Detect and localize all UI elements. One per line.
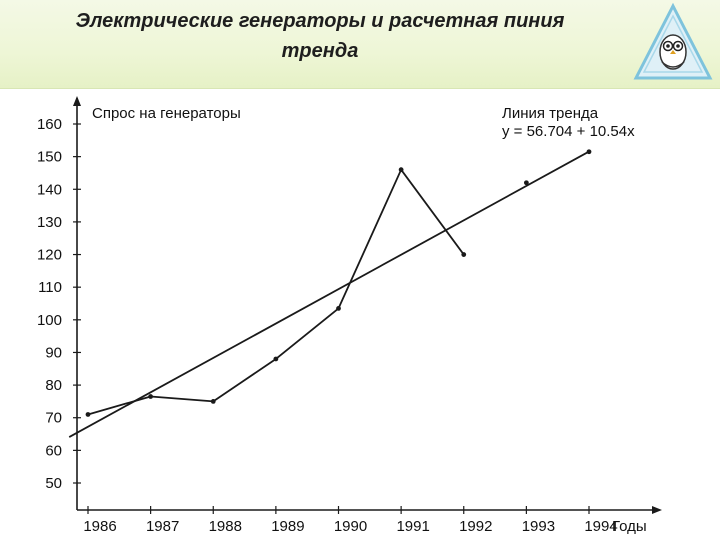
x-axis-label: Годы — [612, 518, 647, 535]
x-tick-label: 1988 — [209, 518, 242, 535]
y-tick-label: 130 — [37, 214, 62, 231]
demand-series-line — [87, 168, 465, 416]
x-tick-label: 1994 — [584, 518, 617, 535]
data-point — [461, 252, 467, 257]
slide-title: Электрические генераторы и расчетная пин… — [20, 6, 620, 66]
y-tick-label: 100 — [37, 312, 62, 329]
x-tick-label: 1989 — [271, 518, 304, 535]
y-tick-label: 50 — [45, 475, 62, 492]
y-tick-label: 140 — [37, 181, 62, 198]
data-point — [210, 399, 216, 404]
trendline — [68, 150, 590, 438]
y-tick-label: 60 — [45, 442, 62, 459]
title-line-2: тренда — [281, 40, 359, 62]
data-point — [398, 167, 404, 173]
trendline-label: Линия тренда — [502, 105, 599, 122]
trend-line-chart: 160 150 140 130 120 110 100 90 80 70 60 50 1986 1987… — [37, 96, 662, 535]
x-tick-label: 1986 — [83, 518, 116, 535]
x-axis-ticks: 1986 1987 1988 1989 1990 1991 1992 1993 1994 — [83, 506, 618, 535]
data-point — [148, 394, 154, 399]
y-axis-ticks: 160 150 140 130 120 110 100 90 80 70 60 50 — [37, 116, 81, 492]
data-point — [273, 356, 279, 362]
owl-triangle-logo-icon — [633, 2, 713, 80]
x-tick-label: 1987 — [146, 518, 179, 535]
trend-point — [586, 149, 592, 155]
trend-point — [523, 180, 529, 186]
x-tick-label: 1992 — [459, 518, 492, 535]
y-axis-arrow — [73, 96, 81, 106]
y-tick-label: 70 — [45, 410, 62, 427]
y-tick-label: 120 — [37, 247, 62, 264]
x-tick-label: 1990 — [334, 518, 367, 535]
slide-header: Электрические генераторы и расчетная пин… — [0, 0, 720, 89]
x-axis-arrow — [652, 506, 662, 514]
trendline-equation: y = 56.704 + 10.54x — [502, 123, 635, 140]
data-point — [336, 305, 341, 311]
y-axis-label: Спрос на генераторы — [92, 105, 241, 122]
y-tick-label: 150 — [37, 149, 62, 166]
y-tick-label: 90 — [45, 344, 62, 361]
y-tick-label: 110 — [38, 279, 62, 296]
title-line-1: Электрические генераторы и расчетная пин… — [75, 10, 565, 32]
x-tick-label: 1993 — [522, 518, 555, 535]
x-tick-label: 1991 — [396, 518, 429, 535]
data-point — [85, 412, 91, 417]
y-tick-label: 80 — [45, 377, 62, 394]
demand-series-group — [85, 167, 467, 417]
chart-axes — [73, 96, 662, 514]
trend-line-group — [68, 149, 592, 438]
y-tick-label: 160 — [37, 116, 62, 133]
